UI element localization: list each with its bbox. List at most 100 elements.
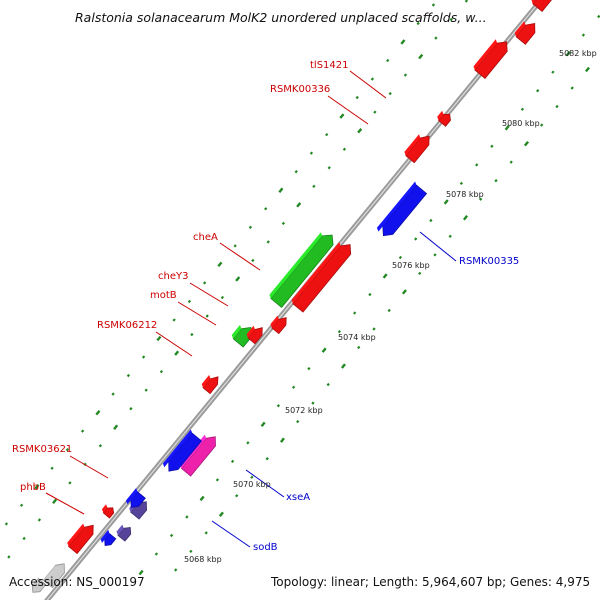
gene-label-xsea[interactable]: xseA	[286, 492, 310, 503]
tick-mark	[248, 225, 253, 229]
tick-mark	[264, 207, 268, 211]
tick-mark	[4, 522, 9, 526]
tick-mark	[373, 110, 377, 114]
connector-rsmk06212	[155, 331, 193, 357]
tick-mark	[276, 404, 281, 408]
gene-red-chey3-bevel	[270, 315, 279, 328]
gene-phbb-bevel	[67, 523, 85, 547]
tick-mark	[459, 181, 464, 186]
tick-mark	[504, 125, 510, 131]
gene-red-top-3[interactable]	[532, 0, 554, 12]
gene-red-big-bevel	[291, 242, 341, 304]
gene-small-red[interactable]	[102, 507, 115, 519]
gene-red-top-2[interactable]	[515, 23, 536, 45]
scale-label-5076: 5076 kbp	[392, 261, 430, 270]
tick-mark	[382, 273, 388, 279]
gene-red-mid[interactable]	[202, 376, 219, 395]
tick-marks	[4, 0, 600, 576]
tick-mark	[205, 314, 209, 318]
tick-mark	[190, 332, 194, 337]
tick-mark	[95, 409, 101, 416]
tick-mark	[414, 237, 418, 241]
tick-mark	[581, 33, 586, 37]
tick-mark	[203, 281, 207, 285]
tick-mark	[37, 518, 42, 522]
tick-mark	[368, 292, 372, 297]
tick-mark	[50, 466, 54, 470]
tick-mark	[479, 197, 483, 201]
gene-label-rsmk00335[interactable]: RSMK00335	[459, 256, 519, 267]
tick-mark	[448, 234, 452, 238]
tick-mark	[429, 218, 433, 223]
gene-red-chey3[interactable]	[271, 317, 287, 335]
connector-sodb	[211, 520, 251, 548]
gene-blue-rsmk00335[interactable]	[382, 184, 428, 237]
gene-red-rsmk00336-bevel	[404, 134, 421, 156]
scale-labels: 5068 kbp 5070 kbp 5072 kbp 5074 kbp 5076…	[184, 49, 597, 564]
tick-mark	[536, 89, 540, 93]
tick-mark	[462, 215, 469, 221]
tick-mark	[357, 345, 361, 350]
tick-mark	[113, 424, 119, 430]
tick-mark	[141, 355, 146, 359]
map-title: Ralstonia solanacearum MolK2 unordered u…	[75, 10, 487, 25]
gene-blue-2[interactable]	[168, 432, 203, 472]
tick-mark	[327, 166, 331, 170]
tick-mark	[156, 335, 162, 342]
gene-label-rsmk03621[interactable]: RSMK03621	[12, 444, 72, 455]
gene-label-rsmk00336[interactable]: RSMK00336	[270, 84, 330, 95]
tick-mark	[19, 503, 24, 507]
tick-mark	[342, 147, 347, 151]
tick-mark	[520, 107, 525, 111]
tick-mark	[597, 14, 600, 19]
gene-green-chea-bevel	[269, 232, 323, 299]
tick-mark	[551, 70, 555, 74]
tick-mark	[357, 128, 363, 134]
tick-mark	[260, 421, 266, 427]
gene-red-top-1-bevel	[473, 39, 498, 71]
tick-mark	[235, 494, 239, 498]
tick-mark	[187, 299, 192, 304]
gene-purple-1[interactable]	[117, 526, 132, 542]
gene-label-phbb[interactable]: phbB	[20, 482, 46, 493]
tick-mark	[279, 437, 285, 443]
tick-mark	[326, 382, 330, 387]
gene-grey-1-bevel	[41, 561, 56, 580]
tick-mark	[387, 308, 391, 313]
accession-text: Accession: NS_000197	[9, 575, 145, 589]
tick-mark	[80, 429, 85, 433]
tick-mark	[296, 202, 302, 208]
gene-label-rsmk06212[interactable]: RSMK06212	[97, 320, 157, 331]
tick-mark	[353, 311, 357, 315]
tick-mark	[418, 53, 424, 60]
tick-mark	[169, 533, 174, 538]
gene-blue-1[interactable]	[130, 491, 146, 508]
gene-purple-1-bevel	[116, 524, 124, 536]
gene-label-chea[interactable]: cheA	[193, 232, 218, 243]
gene-phbb[interactable]	[68, 524, 94, 555]
tick-mark	[154, 552, 159, 556]
tick-mark	[250, 475, 254, 479]
tick-mark	[129, 407, 133, 411]
scale-label-5068: 5068 kbp	[184, 555, 222, 564]
tick-mark	[339, 113, 345, 119]
tick-mark	[22, 536, 26, 541]
gene-red-top-3-bevel	[531, 0, 536, 4]
gene-label-sodb[interactable]: sodB	[253, 542, 278, 553]
gene-label-motb[interactable]: motB	[150, 290, 177, 301]
gene-sodb[interactable]	[104, 533, 117, 546]
gene-label-chey3[interactable]: cheY3	[158, 271, 188, 282]
gene-grey-2-bevel	[27, 574, 38, 590]
gene-label-tls1421[interactable]: tlS1421	[310, 60, 349, 71]
connector-rsmk00335	[419, 231, 457, 262]
tick-mark	[291, 385, 296, 389]
tick-mark	[555, 104, 559, 109]
tick-mark	[584, 66, 591, 73]
gene-grey-2[interactable]	[31, 577, 47, 593]
gene-grey-1[interactable]	[42, 563, 65, 589]
tick-mark	[199, 495, 205, 502]
tick-mark	[307, 366, 311, 371]
gene-red-rsmk00336[interactable]	[405, 135, 430, 164]
tick-mark	[34, 484, 40, 490]
